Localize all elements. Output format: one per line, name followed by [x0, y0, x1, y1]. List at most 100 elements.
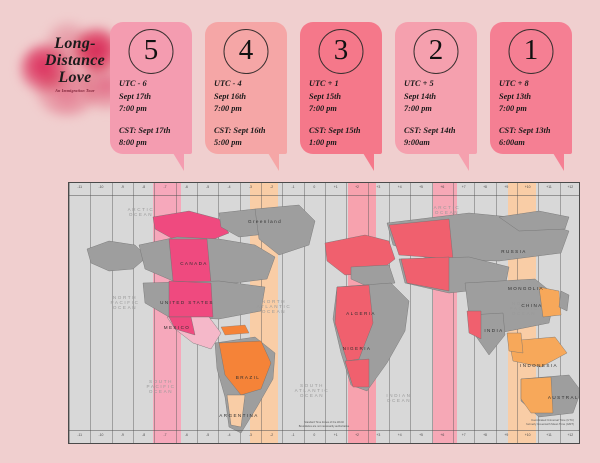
country-label: CHINA — [521, 303, 543, 308]
timezone-tick-label: +5 — [419, 185, 423, 189]
timezone-tick-label: +3 — [376, 433, 381, 437]
card-pointer-tail — [458, 153, 469, 171]
timezone-gridline — [453, 183, 454, 443]
flower-blob — [62, 50, 100, 84]
logo-title: Long- Distance Love An Immigration Tour — [16, 35, 134, 94]
timezone-tick-label: +7 — [461, 433, 466, 437]
timezone-gridline — [90, 183, 92, 443]
card-number-circle: 1 — [508, 29, 554, 74]
card-cst-time: 8:00 pm — [119, 138, 147, 148]
timezone-ticks-top: -11 -10 -9 -8 -7 -6 -5 -4 -3 -2 -1 0 +1 +2 +3 +4 +5 +6 +7 +… — [69, 183, 579, 196]
timezone-tick-label: +9 — [504, 433, 509, 437]
ocean-label: ARCTIC OCEAN — [127, 207, 155, 217]
logo: Long- Distance Love An Immigration Tour — [16, 14, 134, 118]
timezone-tick-label: +2 — [355, 433, 359, 437]
country-label: NIGERIA — [342, 346, 372, 351]
card-number: 5 — [143, 34, 159, 66]
card-number-circle: 2 — [413, 29, 459, 74]
card-cst-date: CST: Sept 14th — [404, 125, 456, 135]
timezone-tick-label: -5 — [206, 433, 210, 437]
card-pointer-tail — [553, 153, 564, 171]
timezone-tick-label: -9 — [120, 433, 124, 437]
timezone-gridline — [111, 183, 113, 443]
country-label: BRAZIL — [235, 375, 261, 380]
card-number-circle: 4 — [223, 29, 269, 74]
card-utc-offset: UTC - 4 — [214, 79, 242, 88]
ocean-label: INDIAN OCEAN — [386, 393, 412, 403]
timezone-ticks-bottom: -11 -10 -9 -8 -7 -6 -5 -4 -3 -2 -1 0 +1 +2 +3 +4 +5 +6 +7 +… — [69, 430, 579, 443]
timezone-gridline — [154, 183, 156, 443]
ocean-label: NORTH PACIFIC OCEAN — [110, 295, 140, 310]
card-cst-date: CST: Sept 13th — [499, 125, 551, 135]
timezone-tick-label: -4 — [227, 433, 231, 437]
country-label: ALGERIA — [346, 311, 376, 316]
timezone-tick-label: +4 — [397, 433, 402, 437]
timezone-tick-label: +11 — [546, 185, 552, 189]
timezone-tick-label: -6 — [184, 185, 188, 189]
card-date: Sept 15th — [309, 91, 342, 101]
timezone-gridline — [133, 183, 134, 443]
timezone-tick-label: +2 — [355, 185, 359, 189]
timezone-card-2[interactable]: 2 UTC + 5 Sept 14th 7:00 pm CST: Sept 14th 9:… — [395, 22, 477, 171]
ocean-label: SOUTH PACIFIC OCEAN — [146, 379, 176, 394]
timezone-tick-label: +10 — [524, 185, 531, 189]
country-label: MONGOLIA — [508, 286, 544, 291]
timezone-card-1[interactable]: 1 UTC + 8 Sept 13th 7:00 pm CST: Sept 13th 6:… — [490, 22, 572, 171]
timezone-gridline — [431, 183, 433, 443]
country-label: INDONESIA — [520, 363, 558, 368]
country-label: RUSSIA — [501, 249, 527, 254]
card-number: 4 — [238, 34, 254, 66]
card-time: 7:00 pm — [119, 104, 147, 114]
timezone-tick-label: -7 — [163, 185, 167, 189]
card-utc-offset: UTC + 1 — [309, 79, 339, 88]
map-credit-center: Standard Time Zones of the World Boundar… — [298, 421, 350, 428]
ocean-label: NORTH ATLANTIC OCEAN — [256, 299, 292, 314]
timezone-tick-label: -3 — [248, 185, 252, 189]
card-utc-offset: UTC + 5 — [404, 79, 434, 88]
watercolor-flowers-graphic — [16, 14, 134, 118]
timezone-tick-label: -7 — [163, 433, 167, 437]
timezone-tick-label: -11 — [77, 185, 82, 189]
card-cst-time: 6:00am — [499, 138, 525, 148]
timezone-tick-label: -3 — [248, 433, 252, 437]
card-number-circle: 5 — [128, 29, 174, 74]
card-details: UTC - 6 Sept 17th 7:00 pm CST: Sept 17th 8:0… — [119, 78, 186, 150]
timezone-card-3[interactable]: 3 UTC + 1 Sept 15th 7:00 pm CST: Sept 15th 1:… — [300, 22, 382, 171]
timezone-card-5[interactable]: 5 UTC - 6 Sept 17th 7:00 pm CST: Sept 17th 8:… — [110, 22, 192, 171]
country-label: MEXICO — [163, 325, 191, 330]
timezone-tick-label: -9 — [120, 185, 124, 189]
card-pointer-tail — [173, 153, 184, 171]
card-cst-date: CST: Sept 16th — [214, 125, 266, 135]
card-cst-date: CST: Sept 15th — [309, 125, 361, 135]
ocean-label: NORTH PACIFIC OCEAN — [509, 301, 539, 316]
timezone-tick-label: +11 — [546, 433, 552, 437]
timezone-tick-label: -11 — [77, 433, 82, 437]
timezone-tick-label: -8 — [142, 433, 146, 437]
timezone-tick-label: +5 — [419, 433, 423, 437]
timezone-card-4[interactable]: 4 UTC - 4 Sept 16th 7:00 pm CST: Sept 16th 5:… — [205, 22, 287, 171]
card-time: 7:00 pm — [309, 104, 337, 114]
timezone-gridline — [261, 183, 262, 443]
timezone-tick-label: +7 — [461, 185, 466, 189]
logo-line-2: Distance — [44, 51, 106, 69]
timezone-gridline — [69, 183, 70, 443]
timezone-tick-label: -5 — [206, 185, 210, 189]
card-details: UTC + 8 Sept 13th 7:00 pm CST: Sept 13th 6:0… — [499, 78, 566, 150]
card-cst-time: 9:00am — [404, 138, 430, 148]
timezone-gridline — [325, 183, 326, 443]
timezone-tick-label: -10 — [98, 185, 104, 189]
card-date: Sept 13th — [499, 91, 532, 101]
map-credit: Coordinated Universal Time (UTC) formerl… — [526, 418, 574, 427]
country-label: INDIA — [484, 328, 504, 333]
timezone-tick-label: -4 — [227, 185, 231, 189]
card-number: 2 — [428, 34, 444, 66]
card-cst-date: CST: Sept 17th — [119, 125, 171, 135]
world-timezone-map: ARCTIC OCEAN NORTH PACIFIC OCEAN SOUTH PAC… — [68, 182, 580, 444]
ocean-label: SOUTH ATLANTIC OCEAN — [294, 383, 330, 398]
timezone-gridline — [410, 183, 412, 443]
timezone-card-row: 5 UTC - 6 Sept 17th 7:00 pm CST: Sept 17th 8:… — [110, 22, 590, 172]
country-label: AUSTRALIA — [547, 395, 579, 400]
timezone-tick-label: +8 — [483, 433, 487, 437]
timezone-tick-label: +1 — [333, 185, 338, 189]
card-pointer-tail — [363, 153, 374, 171]
